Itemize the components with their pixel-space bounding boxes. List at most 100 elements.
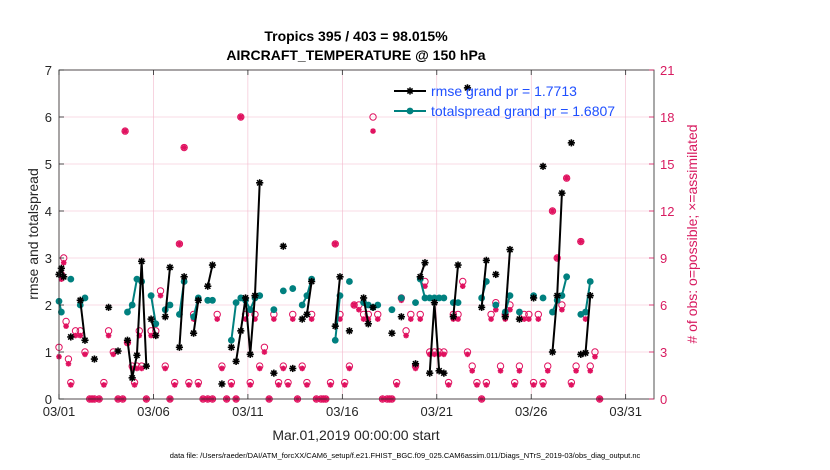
totalspread-point — [124, 308, 131, 316]
obs-possible-point — [237, 113, 245, 121]
obs-assimilated-point — [63, 323, 69, 329]
totalspread-line — [150, 295, 157, 324]
obs-assimilated-point — [228, 382, 235, 388]
legend: rmse grand pr = 1.7713 totalspread grand… — [394, 83, 615, 119]
rmse-point — [430, 299, 439, 307]
obs-assimilated-point — [568, 382, 575, 388]
rmse-point — [123, 336, 132, 344]
x-tick-label: 03/11 — [232, 404, 264, 419]
obs-assimilated-point — [289, 316, 296, 322]
obs-assimilated-point — [341, 382, 348, 388]
obs-assimilated-point — [441, 351, 447, 358]
obs-assimilated-point — [110, 351, 117, 358]
obs-assimilated-point — [535, 316, 542, 322]
obs-assimilated-point — [526, 316, 532, 322]
rmse-point — [369, 303, 377, 311]
obs-assimilated-point — [162, 365, 169, 372]
obs-possible-point — [548, 207, 557, 215]
obs-assimilated-point — [351, 302, 357, 308]
totalspread-point — [152, 320, 160, 328]
rmse-point — [308, 277, 316, 286]
rmse-point — [161, 313, 169, 321]
rmse-point — [166, 263, 174, 271]
obs-assimilated-point — [544, 368, 551, 374]
totalspread-point — [67, 275, 75, 283]
obs-assimilated-point — [308, 316, 315, 322]
y-tick-label-right: 3 — [660, 345, 667, 360]
rmse-point — [208, 261, 217, 269]
rmse-point — [298, 315, 306, 323]
totalspread-point — [246, 306, 254, 314]
totalspread-line — [334, 295, 341, 341]
obs-assimilated-point — [521, 316, 527, 322]
rmse-point — [204, 282, 212, 290]
totalspread-point — [582, 308, 589, 316]
rmse-point — [180, 273, 188, 281]
obs-assimilated-point — [455, 316, 461, 322]
rmse-series — [55, 84, 594, 388]
obs-assimilated-point — [530, 382, 537, 388]
totalspread-point — [397, 294, 405, 302]
y-tick-label-right: 18 — [660, 110, 674, 125]
obs-assimilated-point — [176, 241, 183, 247]
obs-assimilated-point — [171, 382, 178, 388]
y-tick-label-left: 7 — [45, 63, 52, 78]
rmse-point — [336, 273, 344, 281]
x-tick-label: 03/01 — [43, 404, 76, 419]
totalspread-point — [454, 299, 462, 307]
obs-assimilated-point — [157, 292, 164, 299]
obs-assimilated-point — [563, 175, 570, 181]
obs-assimilated-point — [285, 382, 291, 388]
rmse-point — [67, 333, 75, 341]
x-axis-label: Mar.01,2019 00:00:00 start — [272, 427, 439, 443]
totalspread-point — [388, 306, 396, 314]
obs-assimilated-point — [540, 382, 546, 388]
totalspread-point — [435, 294, 443, 302]
rmse-line — [334, 276, 341, 327]
obs-assimilated-point — [148, 332, 154, 339]
rmse-point — [57, 264, 65, 272]
rmse-line — [235, 182, 261, 362]
obs-assimilated-point — [573, 368, 579, 374]
totalspread-point — [346, 278, 353, 285]
obs-assimilated-point — [408, 316, 414, 322]
obs-assimilated-point — [356, 306, 362, 313]
obs-assimilated-point — [516, 368, 523, 374]
rmse-point — [76, 296, 84, 304]
obs-assimilated-point — [65, 360, 72, 367]
totalspread-point — [506, 292, 514, 299]
totalspread-point — [549, 308, 556, 316]
totalspread-point — [270, 306, 278, 314]
obs-assimilated-point — [374, 316, 381, 322]
obs-assimilated-point — [549, 208, 556, 214]
rmse-line — [192, 300, 200, 334]
totalspread-point — [492, 301, 500, 309]
obs-assimilated-point — [393, 382, 400, 388]
x-tick-label: 03/16 — [326, 404, 359, 419]
rmse-point — [586, 292, 594, 300]
obs-possible-point — [350, 301, 358, 309]
totalspread-point — [586, 278, 594, 285]
obs-possible-point — [175, 240, 184, 248]
rmse-point — [138, 257, 146, 265]
obs-assimilated-point — [469, 368, 475, 374]
rmse-point — [515, 315, 524, 323]
rmse-point — [128, 374, 136, 382]
rmse-point — [232, 357, 240, 365]
rmse-point — [241, 294, 250, 302]
x-tick-label: 03/21 — [421, 404, 454, 419]
obs-possible-point — [369, 113, 377, 121]
rmse-point — [364, 320, 372, 328]
obs-assimilated-point — [493, 306, 499, 313]
obs-assimilated-point — [181, 144, 187, 151]
obs-assimilated-point — [186, 382, 192, 388]
rmse-point — [331, 322, 339, 330]
rmse-point — [175, 343, 184, 351]
obs-assimilated-point — [68, 382, 74, 388]
totalspread-point — [412, 299, 419, 307]
obs-assimilated-point — [559, 306, 565, 313]
y-tick-label-left: 0 — [45, 392, 52, 407]
rmse-point — [501, 313, 509, 321]
obs-assimilated-point — [464, 351, 471, 358]
obs-assimilated-point — [299, 365, 305, 372]
